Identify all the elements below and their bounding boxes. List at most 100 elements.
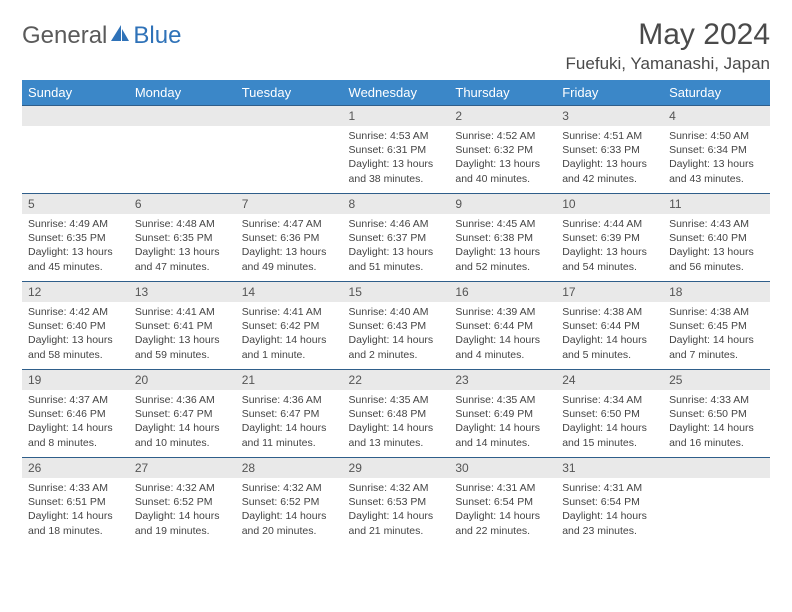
weekday-header: Thursday (449, 80, 556, 106)
day-details: Sunrise: 4:52 AMSunset: 6:32 PMDaylight:… (449, 126, 556, 192)
calendar-cell: 3Sunrise: 4:51 AMSunset: 6:33 PMDaylight… (556, 106, 663, 194)
day-number: 10 (556, 194, 663, 214)
day-number: 26 (22, 458, 129, 478)
day-details: Sunrise: 4:33 AMSunset: 6:51 PMDaylight:… (22, 478, 129, 544)
calendar-row: 1Sunrise: 4:53 AMSunset: 6:31 PMDaylight… (22, 106, 770, 194)
day-details: Sunrise: 4:39 AMSunset: 6:44 PMDaylight:… (449, 302, 556, 368)
calendar-cell: 12Sunrise: 4:42 AMSunset: 6:40 PMDayligh… (22, 282, 129, 370)
calendar-cell: 2Sunrise: 4:52 AMSunset: 6:32 PMDaylight… (449, 106, 556, 194)
calendar-cell (663, 458, 770, 546)
calendar-cell: 16Sunrise: 4:39 AMSunset: 6:44 PMDayligh… (449, 282, 556, 370)
day-number: 27 (129, 458, 236, 478)
calendar-cell: 1Sunrise: 4:53 AMSunset: 6:31 PMDaylight… (343, 106, 450, 194)
day-details (129, 126, 236, 135)
calendar-cell: 10Sunrise: 4:44 AMSunset: 6:39 PMDayligh… (556, 194, 663, 282)
day-number (236, 106, 343, 126)
day-details (236, 126, 343, 135)
calendar-cell: 24Sunrise: 4:34 AMSunset: 6:50 PMDayligh… (556, 370, 663, 458)
calendar-cell: 25Sunrise: 4:33 AMSunset: 6:50 PMDayligh… (663, 370, 770, 458)
day-details: Sunrise: 4:41 AMSunset: 6:42 PMDaylight:… (236, 302, 343, 368)
day-details: Sunrise: 4:35 AMSunset: 6:49 PMDaylight:… (449, 390, 556, 456)
day-number: 19 (22, 370, 129, 390)
day-number: 29 (343, 458, 450, 478)
day-number: 14 (236, 282, 343, 302)
day-details: Sunrise: 4:36 AMSunset: 6:47 PMDaylight:… (129, 390, 236, 456)
calendar-cell (236, 106, 343, 194)
brand-logo: General Blue (22, 18, 181, 50)
calendar-cell: 4Sunrise: 4:50 AMSunset: 6:34 PMDaylight… (663, 106, 770, 194)
day-details: Sunrise: 4:35 AMSunset: 6:48 PMDaylight:… (343, 390, 450, 456)
weekday-header: Saturday (663, 80, 770, 106)
day-number: 5 (22, 194, 129, 214)
day-number (129, 106, 236, 126)
location: Fuefuki, Yamanashi, Japan (566, 54, 770, 74)
calendar-cell: 20Sunrise: 4:36 AMSunset: 6:47 PMDayligh… (129, 370, 236, 458)
day-number: 7 (236, 194, 343, 214)
day-details: Sunrise: 4:34 AMSunset: 6:50 PMDaylight:… (556, 390, 663, 456)
day-number: 8 (343, 194, 450, 214)
day-details: Sunrise: 4:38 AMSunset: 6:44 PMDaylight:… (556, 302, 663, 368)
day-details: Sunrise: 4:47 AMSunset: 6:36 PMDaylight:… (236, 214, 343, 280)
day-details: Sunrise: 4:49 AMSunset: 6:35 PMDaylight:… (22, 214, 129, 280)
day-number: 16 (449, 282, 556, 302)
calendar-cell: 29Sunrise: 4:32 AMSunset: 6:53 PMDayligh… (343, 458, 450, 546)
calendar-cell: 8Sunrise: 4:46 AMSunset: 6:37 PMDaylight… (343, 194, 450, 282)
brand-part1: General (22, 22, 107, 50)
day-number: 3 (556, 106, 663, 126)
day-number: 15 (343, 282, 450, 302)
calendar-body: 1Sunrise: 4:53 AMSunset: 6:31 PMDaylight… (22, 106, 770, 546)
day-details (663, 478, 770, 487)
day-details: Sunrise: 4:53 AMSunset: 6:31 PMDaylight:… (343, 126, 450, 192)
day-details: Sunrise: 4:33 AMSunset: 6:50 PMDaylight:… (663, 390, 770, 456)
weekday-header: Wednesday (343, 80, 450, 106)
day-number: 4 (663, 106, 770, 126)
weekday-header: Monday (129, 80, 236, 106)
title-block: May 2024 Fuefuki, Yamanashi, Japan (566, 18, 770, 74)
calendar-row: 5Sunrise: 4:49 AMSunset: 6:35 PMDaylight… (22, 194, 770, 282)
calendar-cell: 31Sunrise: 4:31 AMSunset: 6:54 PMDayligh… (556, 458, 663, 546)
day-details: Sunrise: 4:44 AMSunset: 6:39 PMDaylight:… (556, 214, 663, 280)
calendar-row: 12Sunrise: 4:42 AMSunset: 6:40 PMDayligh… (22, 282, 770, 370)
day-details: Sunrise: 4:31 AMSunset: 6:54 PMDaylight:… (556, 478, 663, 544)
day-details: Sunrise: 4:32 AMSunset: 6:53 PMDaylight:… (343, 478, 450, 544)
calendar-table: SundayMondayTuesdayWednesdayThursdayFrid… (22, 80, 770, 546)
brand-part2: Blue (133, 22, 181, 50)
day-number: 20 (129, 370, 236, 390)
weekday-header-row: SundayMondayTuesdayWednesdayThursdayFrid… (22, 80, 770, 106)
day-number: 18 (663, 282, 770, 302)
month-title: May 2024 (566, 18, 770, 52)
day-number: 21 (236, 370, 343, 390)
calendar-cell: 14Sunrise: 4:41 AMSunset: 6:42 PMDayligh… (236, 282, 343, 370)
calendar-cell: 17Sunrise: 4:38 AMSunset: 6:44 PMDayligh… (556, 282, 663, 370)
calendar-cell: 27Sunrise: 4:32 AMSunset: 6:52 PMDayligh… (129, 458, 236, 546)
day-number: 1 (343, 106, 450, 126)
day-number: 30 (449, 458, 556, 478)
day-details: Sunrise: 4:42 AMSunset: 6:40 PMDaylight:… (22, 302, 129, 368)
day-details: Sunrise: 4:36 AMSunset: 6:47 PMDaylight:… (236, 390, 343, 456)
day-details: Sunrise: 4:40 AMSunset: 6:43 PMDaylight:… (343, 302, 450, 368)
weekday-header: Tuesday (236, 80, 343, 106)
weekday-header: Friday (556, 80, 663, 106)
day-number: 31 (556, 458, 663, 478)
sail-icon (109, 22, 131, 50)
calendar-cell: 5Sunrise: 4:49 AMSunset: 6:35 PMDaylight… (22, 194, 129, 282)
calendar-cell: 19Sunrise: 4:37 AMSunset: 6:46 PMDayligh… (22, 370, 129, 458)
day-details: Sunrise: 4:43 AMSunset: 6:40 PMDaylight:… (663, 214, 770, 280)
calendar-cell: 9Sunrise: 4:45 AMSunset: 6:38 PMDaylight… (449, 194, 556, 282)
day-number: 24 (556, 370, 663, 390)
calendar-cell: 22Sunrise: 4:35 AMSunset: 6:48 PMDayligh… (343, 370, 450, 458)
day-number: 17 (556, 282, 663, 302)
calendar-cell: 26Sunrise: 4:33 AMSunset: 6:51 PMDayligh… (22, 458, 129, 546)
day-details: Sunrise: 4:37 AMSunset: 6:46 PMDaylight:… (22, 390, 129, 456)
day-details: Sunrise: 4:41 AMSunset: 6:41 PMDaylight:… (129, 302, 236, 368)
calendar-cell (22, 106, 129, 194)
calendar-cell: 30Sunrise: 4:31 AMSunset: 6:54 PMDayligh… (449, 458, 556, 546)
day-number: 6 (129, 194, 236, 214)
day-details: Sunrise: 4:32 AMSunset: 6:52 PMDaylight:… (129, 478, 236, 544)
day-number (663, 458, 770, 478)
day-number: 11 (663, 194, 770, 214)
day-details: Sunrise: 4:31 AMSunset: 6:54 PMDaylight:… (449, 478, 556, 544)
calendar-row: 19Sunrise: 4:37 AMSunset: 6:46 PMDayligh… (22, 370, 770, 458)
day-details: Sunrise: 4:51 AMSunset: 6:33 PMDaylight:… (556, 126, 663, 192)
calendar-cell (129, 106, 236, 194)
